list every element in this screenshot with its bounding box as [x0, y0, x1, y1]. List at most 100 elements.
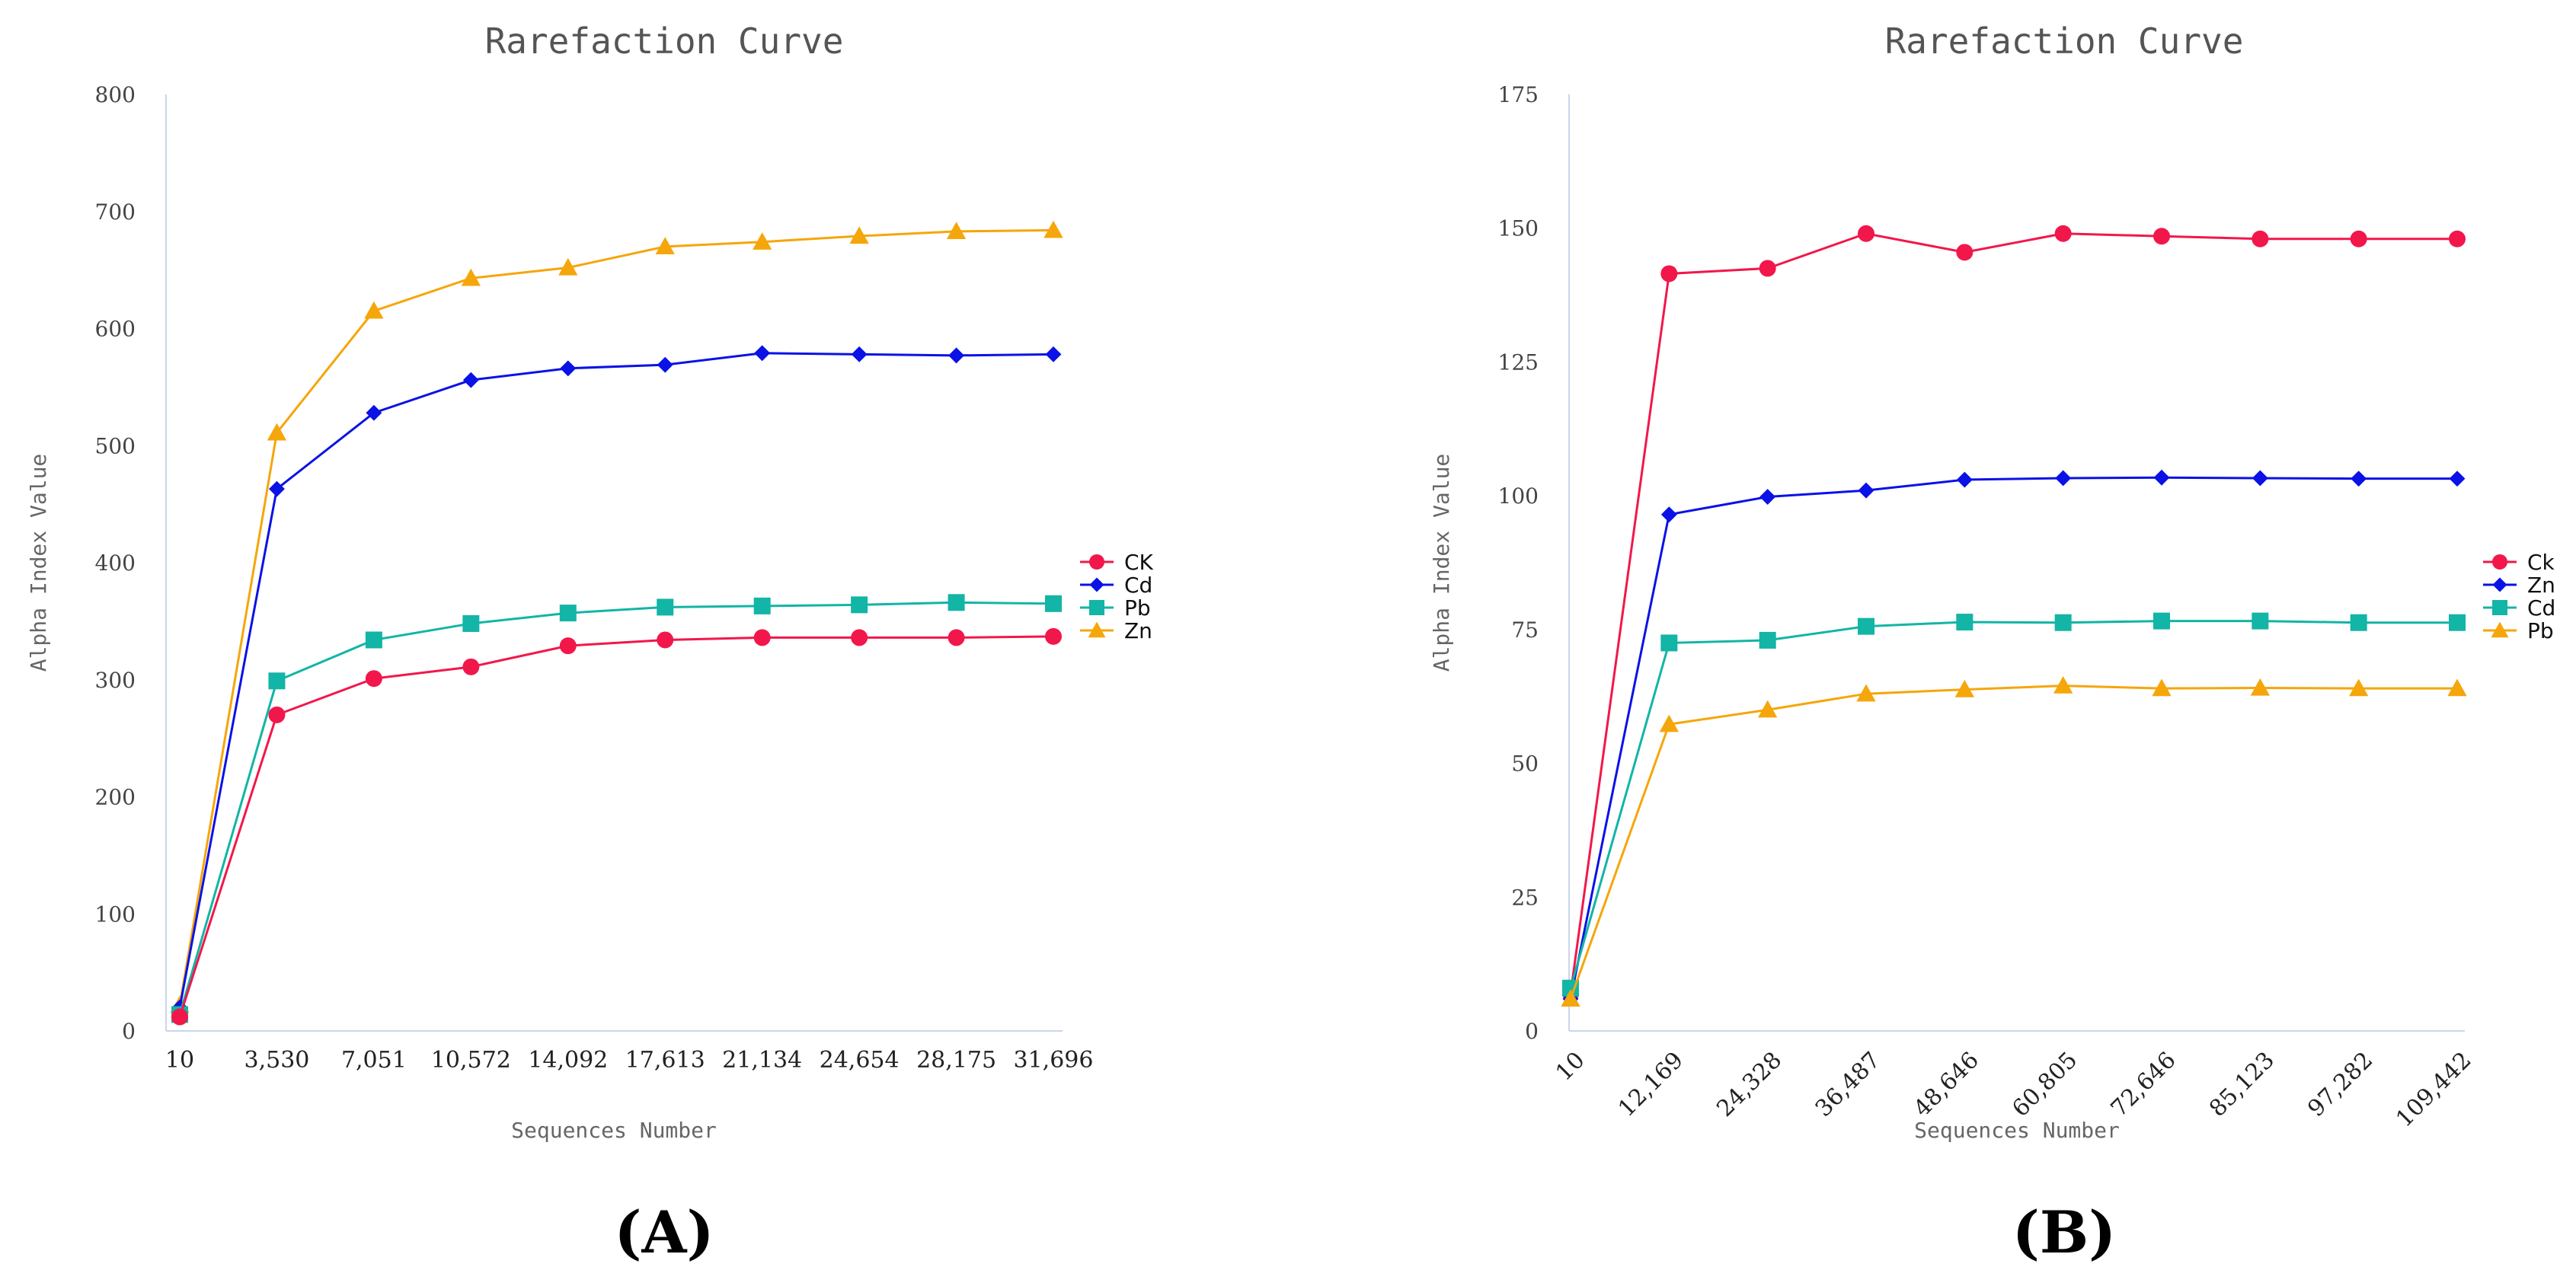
- chart-a-point-cd: [754, 345, 771, 362]
- chart-a-point-ck: [948, 629, 965, 646]
- chart-b-x-tick: 10: [1551, 1047, 1590, 1087]
- chart-a-point-zn: [655, 237, 675, 254]
- chart-a-y-tick: 0: [122, 1019, 136, 1044]
- chart-b-legend-marker-ck: [2492, 554, 2507, 570]
- chart-b-point-zn: [2351, 471, 2367, 487]
- chart-b-xlabel: Sequences Number: [1914, 1118, 2120, 1143]
- chart-b-legend-marker-cd: [2492, 600, 2507, 615]
- chart-a-point-cd: [657, 356, 673, 373]
- chart-a-point-zn: [753, 232, 772, 250]
- chart-b-point-pb: [1758, 700, 1778, 718]
- chart-a-legend-marker-zn: [1088, 621, 1106, 638]
- chart-a-y-tick: 300: [95, 668, 136, 693]
- chart-b-point-ck: [2252, 230, 2269, 247]
- chart-a-point-ck: [559, 637, 577, 655]
- chart-a-ylabel: Alpha Index Value: [26, 454, 51, 672]
- chart-a-x-tick: 14,092: [528, 1047, 608, 1074]
- chart-a-series-line-cd: [178, 352, 1054, 1008]
- chart-a-point-pb: [268, 672, 286, 690]
- chart-b-point-pb: [2152, 678, 2172, 697]
- chart-b-point-pb: [1856, 684, 1876, 702]
- chart-b-y-tick: 50: [1511, 751, 1539, 777]
- chart-b-x-tick: 48,646: [1909, 1047, 1984, 1122]
- chart-a-y-tick: 500: [95, 433, 136, 458]
- chart-a-point-zn: [849, 226, 869, 244]
- chart-b-x-tick: 97,282: [2303, 1047, 2378, 1122]
- chart-a-legend-marker-pb: [1089, 600, 1104, 615]
- chart-b-point-pb: [2349, 678, 2369, 697]
- chart-a-y-tick: 200: [95, 785, 136, 810]
- chart-b-series-line-ck: [1569, 232, 2457, 994]
- chart-a-point-cd: [462, 372, 479, 388]
- chart-b-y-tick: 75: [1511, 617, 1539, 643]
- chart-b-series-line-cd: [1569, 620, 2457, 989]
- chart-a-point-cd: [268, 480, 285, 497]
- chart-b-x-tick: 85,123: [2204, 1047, 2280, 1122]
- chart-a-x-tick: 10,572: [431, 1047, 511, 1074]
- chart-b-legend-marker-pb: [2491, 621, 2509, 638]
- chart-b-x-tick: 60,805: [2007, 1047, 2082, 1122]
- chart-b-x-tick: 72,646: [2106, 1047, 2181, 1122]
- panel-b: Rarefaction Curve Sequences Number Alpha…: [1429, 21, 2555, 1266]
- chart-b-point-pb: [1954, 679, 1974, 697]
- chart-a-point-zn: [946, 222, 967, 240]
- chart-a-point-ck: [462, 658, 480, 675]
- chart-b-x-tick: 36,487: [1811, 1047, 1886, 1122]
- chart-a-y-tick: 400: [95, 550, 136, 576]
- chart-b-point-ck: [2153, 228, 2170, 245]
- chart-b-point-zn: [2153, 469, 2170, 486]
- chart-a-legend-marker-cd: [1089, 577, 1104, 592]
- chart-b-x-tick: 12,169: [1613, 1047, 1689, 1122]
- chart-b-legend-label-zn: Zn: [2527, 573, 2555, 598]
- chart-a-point-ck: [851, 629, 868, 646]
- chart-a-xlabel: Sequences Number: [511, 1118, 717, 1143]
- chart-a-point-pb: [657, 598, 674, 616]
- chart-b-ylabel: Alpha Index Value: [1429, 454, 1454, 672]
- chart-a-point-ck: [753, 629, 771, 646]
- chart-b-point-cd: [2350, 614, 2367, 631]
- chart-a-x-tick: 31,696: [1014, 1047, 1094, 1074]
- panel-a-label: (A): [615, 1198, 714, 1266]
- chart-a-point-pb: [851, 596, 868, 614]
- chart-b-x-tick: 24,328: [1711, 1047, 1787, 1122]
- chart-b-point-cd: [1858, 617, 1874, 635]
- chart-a-legend-label-cd: Cd: [1124, 573, 1152, 598]
- chart-b-point-ck: [1858, 225, 1874, 242]
- chart-b-point-cd: [1956, 614, 1974, 631]
- chart-b-legend-marker-zn: [2492, 577, 2507, 592]
- chart-a-legend-label-zn: Zn: [1124, 618, 1152, 643]
- chart-b-legend-label-ck: Ck: [2527, 550, 2555, 575]
- chart-b-point-ck: [2350, 230, 2367, 247]
- chart-a-x-tick: 10: [165, 1047, 194, 1074]
- chart-a-legend-marker-ck: [1089, 554, 1104, 570]
- chart-a-point-cd: [560, 360, 577, 377]
- chart-a-point-zn: [364, 301, 384, 319]
- chart-b-point-zn: [1759, 489, 1776, 505]
- chart-a-point-ck: [365, 670, 382, 688]
- chart-a-point-cd: [948, 347, 965, 364]
- chart-b-series-line-zn: [1569, 476, 2457, 1000]
- chart-b-point-ck: [1956, 244, 1974, 261]
- chart-a-point-pb: [365, 631, 382, 649]
- chart-a-x-tick: 3,530: [244, 1047, 309, 1074]
- chart-b-y-tick: 125: [1498, 349, 1539, 375]
- chart-b-legend-label-pb: Pb: [2527, 618, 2554, 643]
- chart-b-y-tick: 100: [1498, 483, 1539, 509]
- chart-a-series-line-pb: [178, 601, 1054, 1015]
- chart-b-y-tick: 25: [1511, 885, 1539, 910]
- chart-a-point-zn: [558, 257, 578, 276]
- chart-b-point-ck: [1660, 265, 1678, 282]
- chart-b-x-tick: 109,442: [2391, 1047, 2476, 1132]
- chart-a-point-pb: [948, 594, 965, 611]
- chart-a-point-ck: [171, 1008, 188, 1026]
- chart-b-point-cd: [2252, 612, 2269, 630]
- chart-a-point-ck: [268, 706, 286, 723]
- chart-b-point-ck: [2054, 225, 2072, 242]
- chart-b-point-pb: [2250, 678, 2270, 696]
- chart-b-point-zn: [1660, 506, 1677, 523]
- chart-a-point-zn: [461, 268, 481, 286]
- chart-a-legend-label-pb: Pb: [1124, 595, 1151, 621]
- chart-a-legend-label-ck: CK: [1124, 550, 1154, 575]
- chart-b-point-cd: [1759, 631, 1776, 649]
- chart-b-point-pb: [1561, 989, 1580, 1007]
